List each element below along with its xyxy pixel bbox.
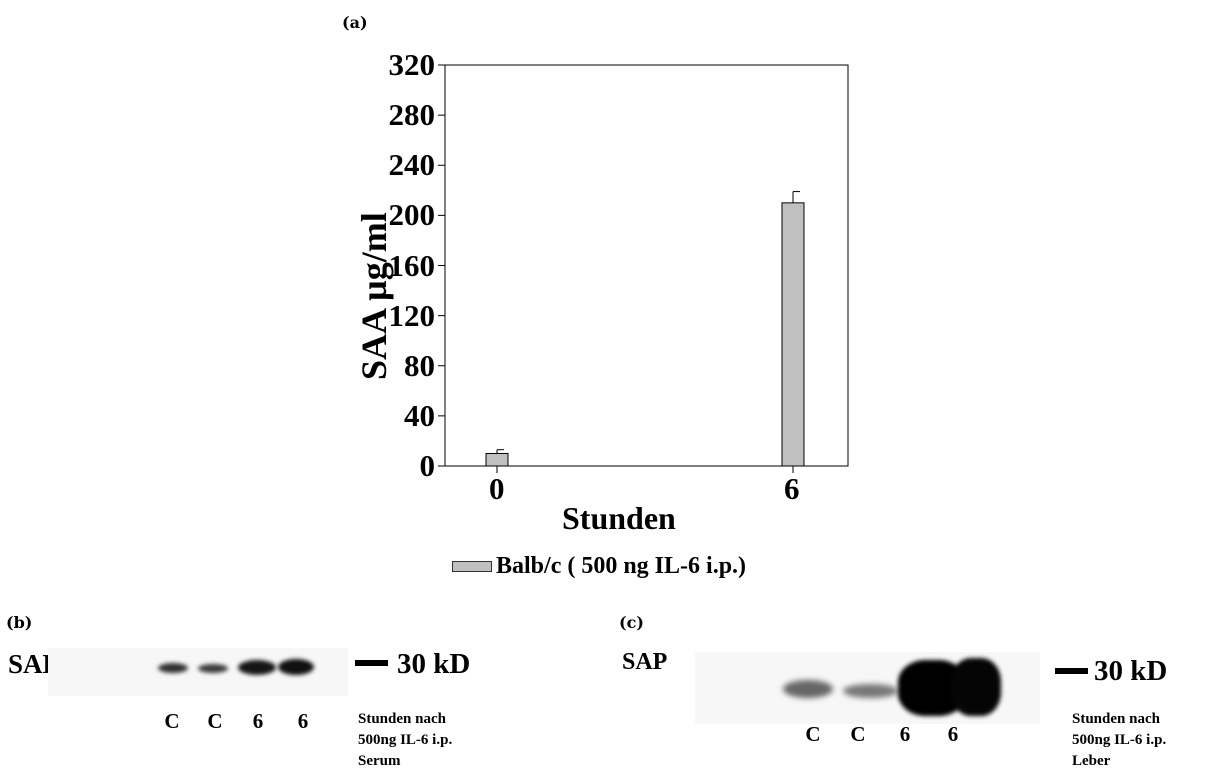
- band: [783, 680, 833, 698]
- marker-label: 30 kD: [397, 648, 471, 680]
- lane-label: 6: [899, 722, 911, 746]
- note-line: 500ng IL-6 i.p.: [1072, 732, 1167, 748]
- x-axis-label: Stunden: [562, 500, 676, 536]
- x-tick-label: 0: [489, 471, 505, 506]
- marker-bar: [1055, 668, 1088, 674]
- panel-a-label: (a): [342, 13, 368, 32]
- y-tick-label: 200: [388, 197, 436, 233]
- marker-bar: [355, 660, 388, 666]
- lane-label: C: [805, 722, 821, 746]
- blot-membrane: [695, 652, 1040, 724]
- blot-note: Stunden nach 500ng IL-6 i.p. Leber: [1072, 709, 1166, 772]
- x-tick-label: 6: [784, 471, 800, 506]
- legend-label: Balb/c ( 500 ng IL-6 i.p.): [496, 553, 747, 579]
- y-tick-label: 280: [388, 97, 436, 133]
- lane-label: C: [207, 709, 223, 733]
- note-line: 500ng IL-6 i.p.: [358, 732, 453, 748]
- note-line: Stunden nach: [358, 711, 446, 727]
- band: [198, 664, 228, 673]
- band: [278, 659, 314, 675]
- plot-area: [438, 64, 849, 473]
- y-tick-label: 0: [419, 448, 436, 483]
- note-line: Serum: [358, 753, 401, 769]
- lane-label: 6: [252, 709, 264, 733]
- marker-label: 30 kD: [1094, 655, 1168, 687]
- y-tick-label: 120: [388, 297, 436, 333]
- panel-b-label: (b): [6, 613, 33, 632]
- protein-label: SAP: [622, 649, 668, 675]
- y-tick-label: 240: [388, 147, 436, 183]
- y-tick-label: 80: [404, 347, 435, 383]
- blot-membrane: [48, 648, 348, 696]
- bar: [781, 202, 805, 467]
- lane-label: 6: [947, 722, 959, 746]
- y-tick-label: 40: [404, 397, 435, 433]
- blot-note: Stunden nach 500ng IL-6 i.p. Serum: [358, 709, 452, 772]
- note-line: Leber: [1072, 753, 1111, 769]
- band: [951, 658, 1001, 716]
- band: [843, 684, 898, 698]
- panel-c-label: (c): [619, 613, 644, 632]
- y-tick-label: 160: [388, 247, 436, 283]
- lane-label: C: [164, 709, 180, 733]
- note-line: Stunden nach: [1072, 711, 1160, 727]
- band: [238, 660, 276, 675]
- lane-label: 6: [297, 709, 309, 733]
- y-tick-label: 320: [388, 47, 436, 82]
- legend-swatch: [452, 561, 492, 572]
- lane-label: C: [850, 722, 866, 746]
- bar: [485, 452, 509, 467]
- band: [158, 663, 188, 673]
